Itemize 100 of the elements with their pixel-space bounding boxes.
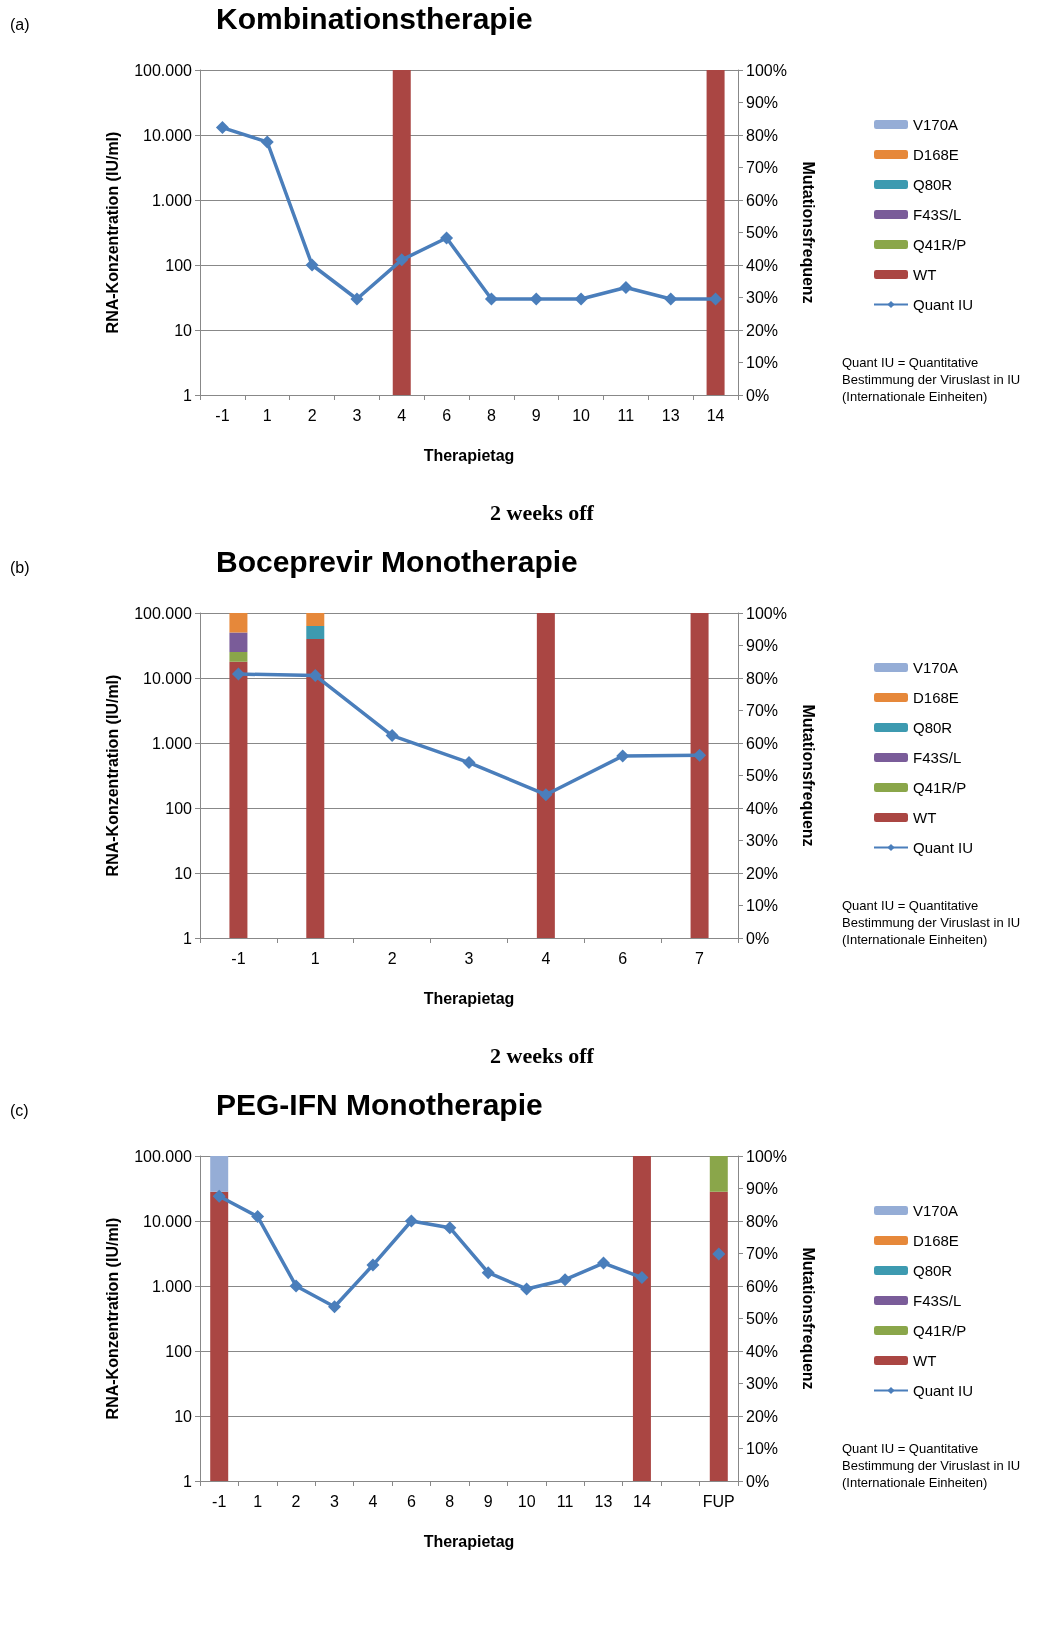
y2-tick-label: 100% (746, 1147, 787, 1165)
text: 2 weeks off (489, 1043, 595, 1069)
x-tick-label: 3 (352, 406, 362, 424)
point (712, 1247, 726, 1261)
x-tick-label: 8 (445, 1492, 455, 1510)
legend-label: Q41R/P (913, 236, 967, 253)
y-tick-label: 100.000 (134, 61, 193, 79)
y-tick-label: 10 (174, 864, 193, 882)
y2-tick-label: 80% (746, 1212, 779, 1230)
point (404, 1214, 418, 1228)
y-tick-label: 1.000 (151, 1277, 193, 1295)
y-tick-label: 10.000 (143, 669, 193, 687)
x-tick-label: -1 (215, 406, 230, 424)
x-tick-label: 9 (483, 1492, 493, 1510)
legend-label: D168E (913, 146, 959, 163)
y2-tick-label: 40% (746, 1342, 779, 1360)
text: (b) (10, 559, 30, 577)
y2-tick-label: 70% (746, 159, 779, 176)
x-axis-title: Therapietag (423, 989, 515, 1007)
y-tick-label: 100 (165, 799, 193, 817)
x-tick-label: 1 (310, 949, 320, 967)
y2-tick-label: 10% (746, 354, 779, 371)
x-tick-label: 10 (572, 406, 591, 424)
y-tick-label: 1.000 (151, 191, 193, 209)
x-tick-label: 8 (486, 406, 496, 424)
x-tick-label: 3 (330, 1492, 340, 1510)
y2-tick-label: 80% (746, 669, 779, 687)
point (481, 1266, 495, 1280)
y2-tick-label: 70% (746, 702, 779, 719)
legend-label: D168E (913, 689, 959, 706)
x-tick-label: FUP (702, 1492, 735, 1510)
legend-label: D168E (913, 1232, 959, 1249)
y2-axis-title: Mutationsfrequenz (799, 704, 817, 847)
y-axis-title: RNA-Konzentration (IU/ml) (103, 674, 121, 877)
y2-tick-label: 30% (746, 1375, 779, 1392)
text: (a) (10, 16, 30, 34)
legend-label: Q41R/P (913, 779, 967, 796)
y2-tick-label: 100% (746, 61, 787, 79)
point (619, 281, 633, 295)
point (251, 1210, 265, 1224)
legend-label: WT (913, 1352, 937, 1369)
y2-tick-label: 20% (746, 1407, 779, 1425)
x-tick-label: 4 (397, 406, 407, 424)
x-tick-label: 4 (541, 949, 551, 967)
x-tick-label: 6 (406, 1492, 416, 1510)
y2-tick-label: 90% (746, 94, 779, 111)
point (597, 1256, 610, 1270)
y2-tick-label: 50% (746, 767, 779, 784)
chart-title: Boceprevir Monotherapie (216, 545, 578, 579)
legend-label: F43S/L (913, 1292, 962, 1309)
point (443, 1221, 457, 1235)
x-tick-label: 2 (387, 949, 397, 967)
x-tick-label: 1 (262, 406, 272, 424)
y2-tick-label: 0% (746, 1472, 770, 1490)
y-tick-label: 1 (183, 1472, 193, 1490)
point (350, 292, 364, 306)
point (709, 292, 723, 306)
x-tick-label: 6 (442, 406, 452, 424)
y-tick-label: 10 (174, 1407, 193, 1425)
y-axis-title: RNA-Konzentration (IU/ml) (103, 131, 121, 334)
y2-tick-label: 10% (746, 897, 779, 914)
y2-tick-label: 30% (746, 289, 779, 306)
y2-axis-title: Mutationsfrequenz (799, 161, 817, 304)
y2-tick-label: 70% (746, 1245, 779, 1262)
x-tick-label: 10 (517, 1492, 536, 1510)
point (616, 749, 630, 763)
y-tick-label: 10.000 (143, 126, 193, 144)
point (539, 788, 553, 802)
legend-label: WT (913, 266, 937, 283)
legend-label: Q80R (913, 176, 953, 193)
y-tick-label: 100 (165, 1342, 193, 1360)
x-tick-label: -1 (231, 949, 246, 967)
y-tick-label: 1 (183, 386, 193, 404)
x-tick-label: 2 (291, 1492, 301, 1510)
point (366, 1258, 380, 1272)
chart-title: PEG-IFN Monotherapie (216, 1088, 543, 1122)
x-tick-label: 6 (618, 949, 628, 967)
legend-label: Q41R/P (913, 1322, 967, 1339)
y2-tick-label: 0% (746, 386, 770, 404)
point (289, 1279, 303, 1293)
x-tick-label: 9 (531, 406, 541, 424)
y-tick-label: 10 (174, 321, 193, 339)
y2-tick-label: 20% (746, 321, 779, 339)
y-axis-title: RNA-Konzentration (IU/ml) (103, 1217, 121, 1420)
point (308, 669, 322, 683)
point (520, 1282, 534, 1296)
y2-tick-label: 20% (746, 864, 779, 882)
point (462, 756, 476, 770)
x-axis-title: Therapietag (423, 1532, 515, 1550)
y2-tick-label: 60% (746, 1277, 779, 1295)
point (635, 1271, 649, 1285)
point (558, 1273, 572, 1287)
x-tick-label: -1 (212, 1492, 227, 1510)
x-tick-label: 1 (253, 1492, 263, 1510)
x-tick-label: 2 (307, 406, 317, 424)
text: Quant IU = Quantitative Bestimmung der Viruslast in IU (Internationale Einheiten) (842, 1440, 1022, 1491)
x-tick-label: 14 (633, 1492, 651, 1510)
y-tick-label: 100 (165, 256, 193, 274)
y-tick-label: 100.000 (134, 1147, 193, 1165)
legend-label: V170A (913, 659, 959, 676)
